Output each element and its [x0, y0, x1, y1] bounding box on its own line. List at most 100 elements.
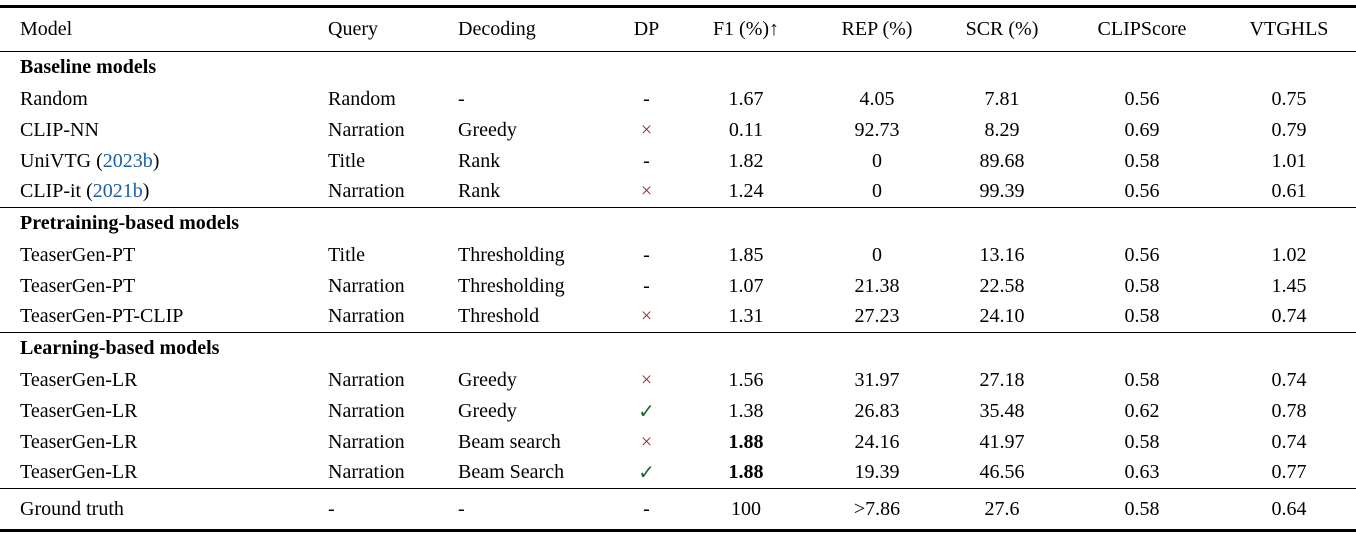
dp-check-mark: ✓: [638, 462, 655, 485]
cell-vtg: 0.78: [1271, 399, 1307, 422]
cell-model: UniVTG (2023b): [0, 146, 328, 177]
table-row: TeaserGen-PT-CLIP Narration Threshold × 1.31…: [0, 302, 1356, 333]
cell-rep: 27.23: [854, 305, 900, 328]
citation-close-paren: ): [142, 180, 150, 203]
dp-cross-mark: ×: [640, 430, 653, 453]
cell-dp: -: [643, 497, 650, 520]
cell-vtg: 0.64: [1271, 497, 1307, 520]
cell-vtg: 0.79: [1271, 118, 1307, 141]
cell-vtg: 0.61: [1271, 180, 1307, 203]
table-row: TeaserGen-LR Narration Greedy ✓ 1.38 26.83 35.…: [0, 396, 1356, 427]
cell-query: Narration: [328, 461, 405, 484]
citation-link[interactable]: 2021b: [92, 180, 143, 203]
cell-scr: 41.97: [979, 430, 1025, 453]
cell-clip: 0.58: [1124, 305, 1160, 328]
cell-model: TeaserGen-PT: [20, 274, 136, 297]
cell-model: CLIP-NN: [20, 118, 99, 141]
cell-decoding: Rank: [458, 149, 501, 172]
dp-cross-mark: ×: [640, 368, 653, 391]
cell-scr: 8.29: [984, 118, 1020, 141]
cell-clip: 0.58: [1124, 149, 1160, 172]
citation-close-paren: ): [152, 149, 160, 172]
section-header-row: Learning-based models: [0, 333, 1356, 365]
cell-query: Narration: [328, 274, 405, 297]
column-header-dp: DP: [633, 18, 660, 40]
cell-f1: 1.67: [728, 87, 764, 110]
cell-scr: 13.16: [979, 243, 1025, 266]
cell-dp: -: [643, 149, 650, 172]
cell-dp: -: [643, 274, 650, 297]
citation-link[interactable]: 2023b: [102, 149, 153, 172]
column-header-query: Query: [328, 18, 378, 40]
cell-clip: 0.56: [1124, 87, 1160, 110]
cell-model: Random: [20, 87, 88, 110]
ground-truth-row: Ground truth - - - 100 >7.86 27.6 0.58 0.64: [0, 489, 1356, 531]
table-row: TeaserGen-PT Title Thresholding - 1.85 0 13.16…: [0, 240, 1356, 271]
cell-clip: 0.58: [1124, 368, 1160, 391]
table-row: UniVTG (2023b) Title Rank -1.82 0 89.68 0.58 1.…: [0, 146, 1356, 177]
cell-scr: 7.81: [984, 87, 1020, 110]
table-row: TeaserGen-LR Narration Greedy × 1.56 31.97 27.…: [0, 365, 1356, 396]
cell-scr: 27.18: [979, 368, 1025, 391]
cell-model: TeaserGen-PT: [20, 243, 136, 266]
cell-scr: 99.39: [979, 180, 1025, 203]
cell-scr: 46.56: [979, 461, 1025, 484]
cell-scr: 24.10: [979, 305, 1025, 328]
cell-model: CLIP-it (2021b): [0, 177, 328, 208]
column-header-f1: F1 (%)↑: [712, 18, 780, 40]
cell-dp: -: [643, 87, 650, 110]
cell-f1: 1.24: [728, 180, 764, 203]
cell-model: TeaserGen-LR: [20, 430, 138, 453]
cell-query: Narration: [328, 118, 405, 141]
cell-rep: 21.38: [854, 274, 900, 297]
cell-clip: 0.62: [1124, 399, 1160, 422]
cell-rep: 31.97: [854, 368, 900, 391]
cell-query: Narration: [328, 180, 405, 203]
dp-check-mark: ✓: [638, 400, 655, 423]
cell-vtg: 1.02: [1271, 243, 1307, 266]
column-header-clipscore: CLIPScore: [1097, 18, 1187, 40]
cell-scr: 35.48: [979, 399, 1025, 422]
cell-vtg: 1.45: [1271, 274, 1307, 297]
cell-f1: 100: [731, 497, 761, 520]
cell-query: Narration: [328, 305, 405, 328]
dp-cross-mark: ×: [640, 118, 653, 141]
section-header-row: Baseline models: [0, 52, 1356, 84]
cell-model: TeaserGen-PT-CLIP: [20, 305, 184, 328]
cell-rep: 19.39: [854, 461, 900, 484]
cell-rep: 0: [872, 243, 882, 266]
cell-scr: 27.6: [984, 497, 1020, 520]
cell-query: -: [328, 497, 335, 520]
cell-query: Title: [328, 243, 366, 266]
cell-vtg: 0.74: [1271, 305, 1307, 328]
table-row: Random Random - - 1.67 4.05 7.81 0.56 0.75: [0, 84, 1356, 115]
table-section: Baseline models Random Random - - 1.67 4.05 7.8…: [0, 52, 1356, 208]
cell-rep: 0: [872, 180, 882, 203]
cell-scr: 89.68: [979, 149, 1025, 172]
cell-f1: 0.11: [728, 118, 764, 141]
cell-decoding: Thresholding: [458, 274, 565, 297]
table-row: TeaserGen-LR Narration Beam Search ✓ 1.88 19.…: [0, 458, 1356, 489]
column-header-vtghls: VTGHLS: [1249, 18, 1329, 40]
cell-clip: 0.56: [1124, 243, 1160, 266]
header-row: Model Query Decoding DP F1 (%)↑ REP (%) …: [0, 7, 1356, 52]
cell-rep: 4.05: [859, 87, 895, 110]
cell-dp: -: [643, 243, 650, 266]
cell-query: Narration: [328, 430, 405, 453]
cell-decoding: -: [458, 87, 465, 110]
column-header-decoding: Decoding: [458, 18, 536, 40]
cell-decoding: Threshold: [458, 305, 540, 328]
table-row: TeaserGen-LR Narration Beam search × 1.88 24.…: [0, 427, 1356, 458]
cell-decoding: -: [458, 497, 465, 520]
cell-clip: 0.56: [1124, 180, 1160, 203]
table-header: Model Query Decoding DP F1 (%)↑ REP (%) …: [0, 7, 1356, 52]
cell-clip: 0.69: [1124, 118, 1160, 141]
cell-decoding: Greedy: [458, 399, 517, 422]
cell-clip: 0.58: [1124, 274, 1160, 297]
cell-model: TeaserGen-LR: [20, 368, 138, 391]
section-title: Pretraining-based models: [20, 212, 240, 235]
dp-cross-mark: ×: [640, 305, 653, 328]
cell-rep: 24.16: [854, 430, 900, 453]
section-title: Baseline models: [20, 56, 157, 79]
results-table: Model Query Decoding DP F1 (%)↑ REP (%) …: [0, 5, 1356, 532]
